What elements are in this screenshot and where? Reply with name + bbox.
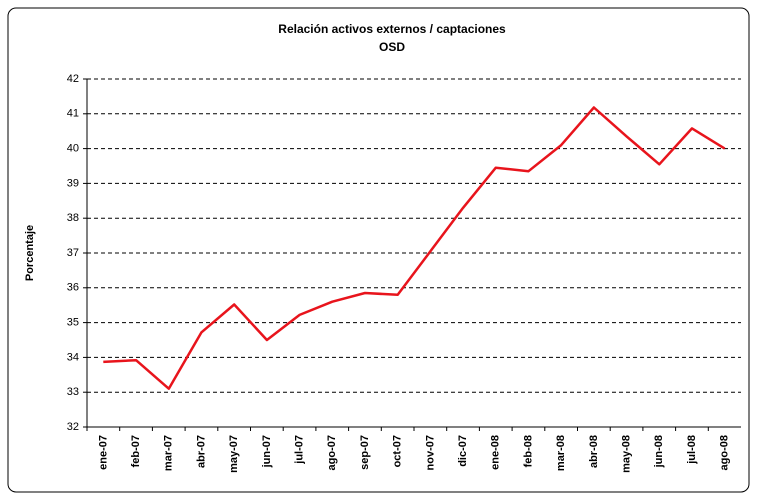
- y-tick-label: 40: [67, 143, 79, 155]
- chart-title: Relación activos externos / captaciones: [278, 22, 506, 36]
- chart-subtitle: OSD: [379, 40, 405, 54]
- y-tick-label: 38: [67, 212, 79, 224]
- y-axis-label: Porcentaje: [24, 225, 36, 281]
- y-tick-label: 41: [67, 108, 79, 120]
- x-tick-label: ago-07: [326, 435, 338, 470]
- x-tick-label: jun-07: [261, 435, 273, 468]
- y-tick-label: 36: [67, 282, 79, 294]
- x-tick-label: mar-07: [163, 435, 175, 471]
- x-tick-label: may-07: [228, 435, 240, 473]
- x-tick-label: jul-07: [293, 435, 305, 465]
- x-tick-label: abr-07: [195, 435, 207, 468]
- x-tick-label: feb-08: [522, 435, 534, 467]
- x-tick-label: may-08: [620, 435, 632, 473]
- y-tick-label: 32: [67, 421, 79, 433]
- y-tick-label: 35: [67, 317, 79, 329]
- chart-border: [7, 7, 750, 493]
- x-tick-label: ene-07: [97, 435, 109, 470]
- x-tick-label: mar-08: [555, 435, 567, 471]
- y-tick-label: 37: [67, 247, 79, 259]
- x-tick-label: jun-08: [653, 435, 665, 468]
- x-tick-label: oct-07: [392, 435, 404, 467]
- x-tick-label: ene-08: [490, 435, 502, 470]
- y-tick-label: 34: [67, 351, 79, 363]
- y-tick-label: 42: [67, 73, 79, 85]
- x-tick-label: abr-08: [588, 435, 600, 468]
- x-tick-label: feb-07: [130, 435, 142, 467]
- x-tick-label: sep-07: [359, 435, 371, 470]
- x-tick-label: ago-08: [719, 435, 731, 470]
- data-line: [103, 106, 726, 390]
- x-tick-label: nov-07: [424, 435, 436, 470]
- x-tick-label: jul-08: [686, 435, 698, 465]
- y-tick-label: 33: [67, 386, 79, 398]
- y-tick-label: 39: [67, 177, 79, 189]
- x-tick-label: dic-07: [457, 435, 469, 467]
